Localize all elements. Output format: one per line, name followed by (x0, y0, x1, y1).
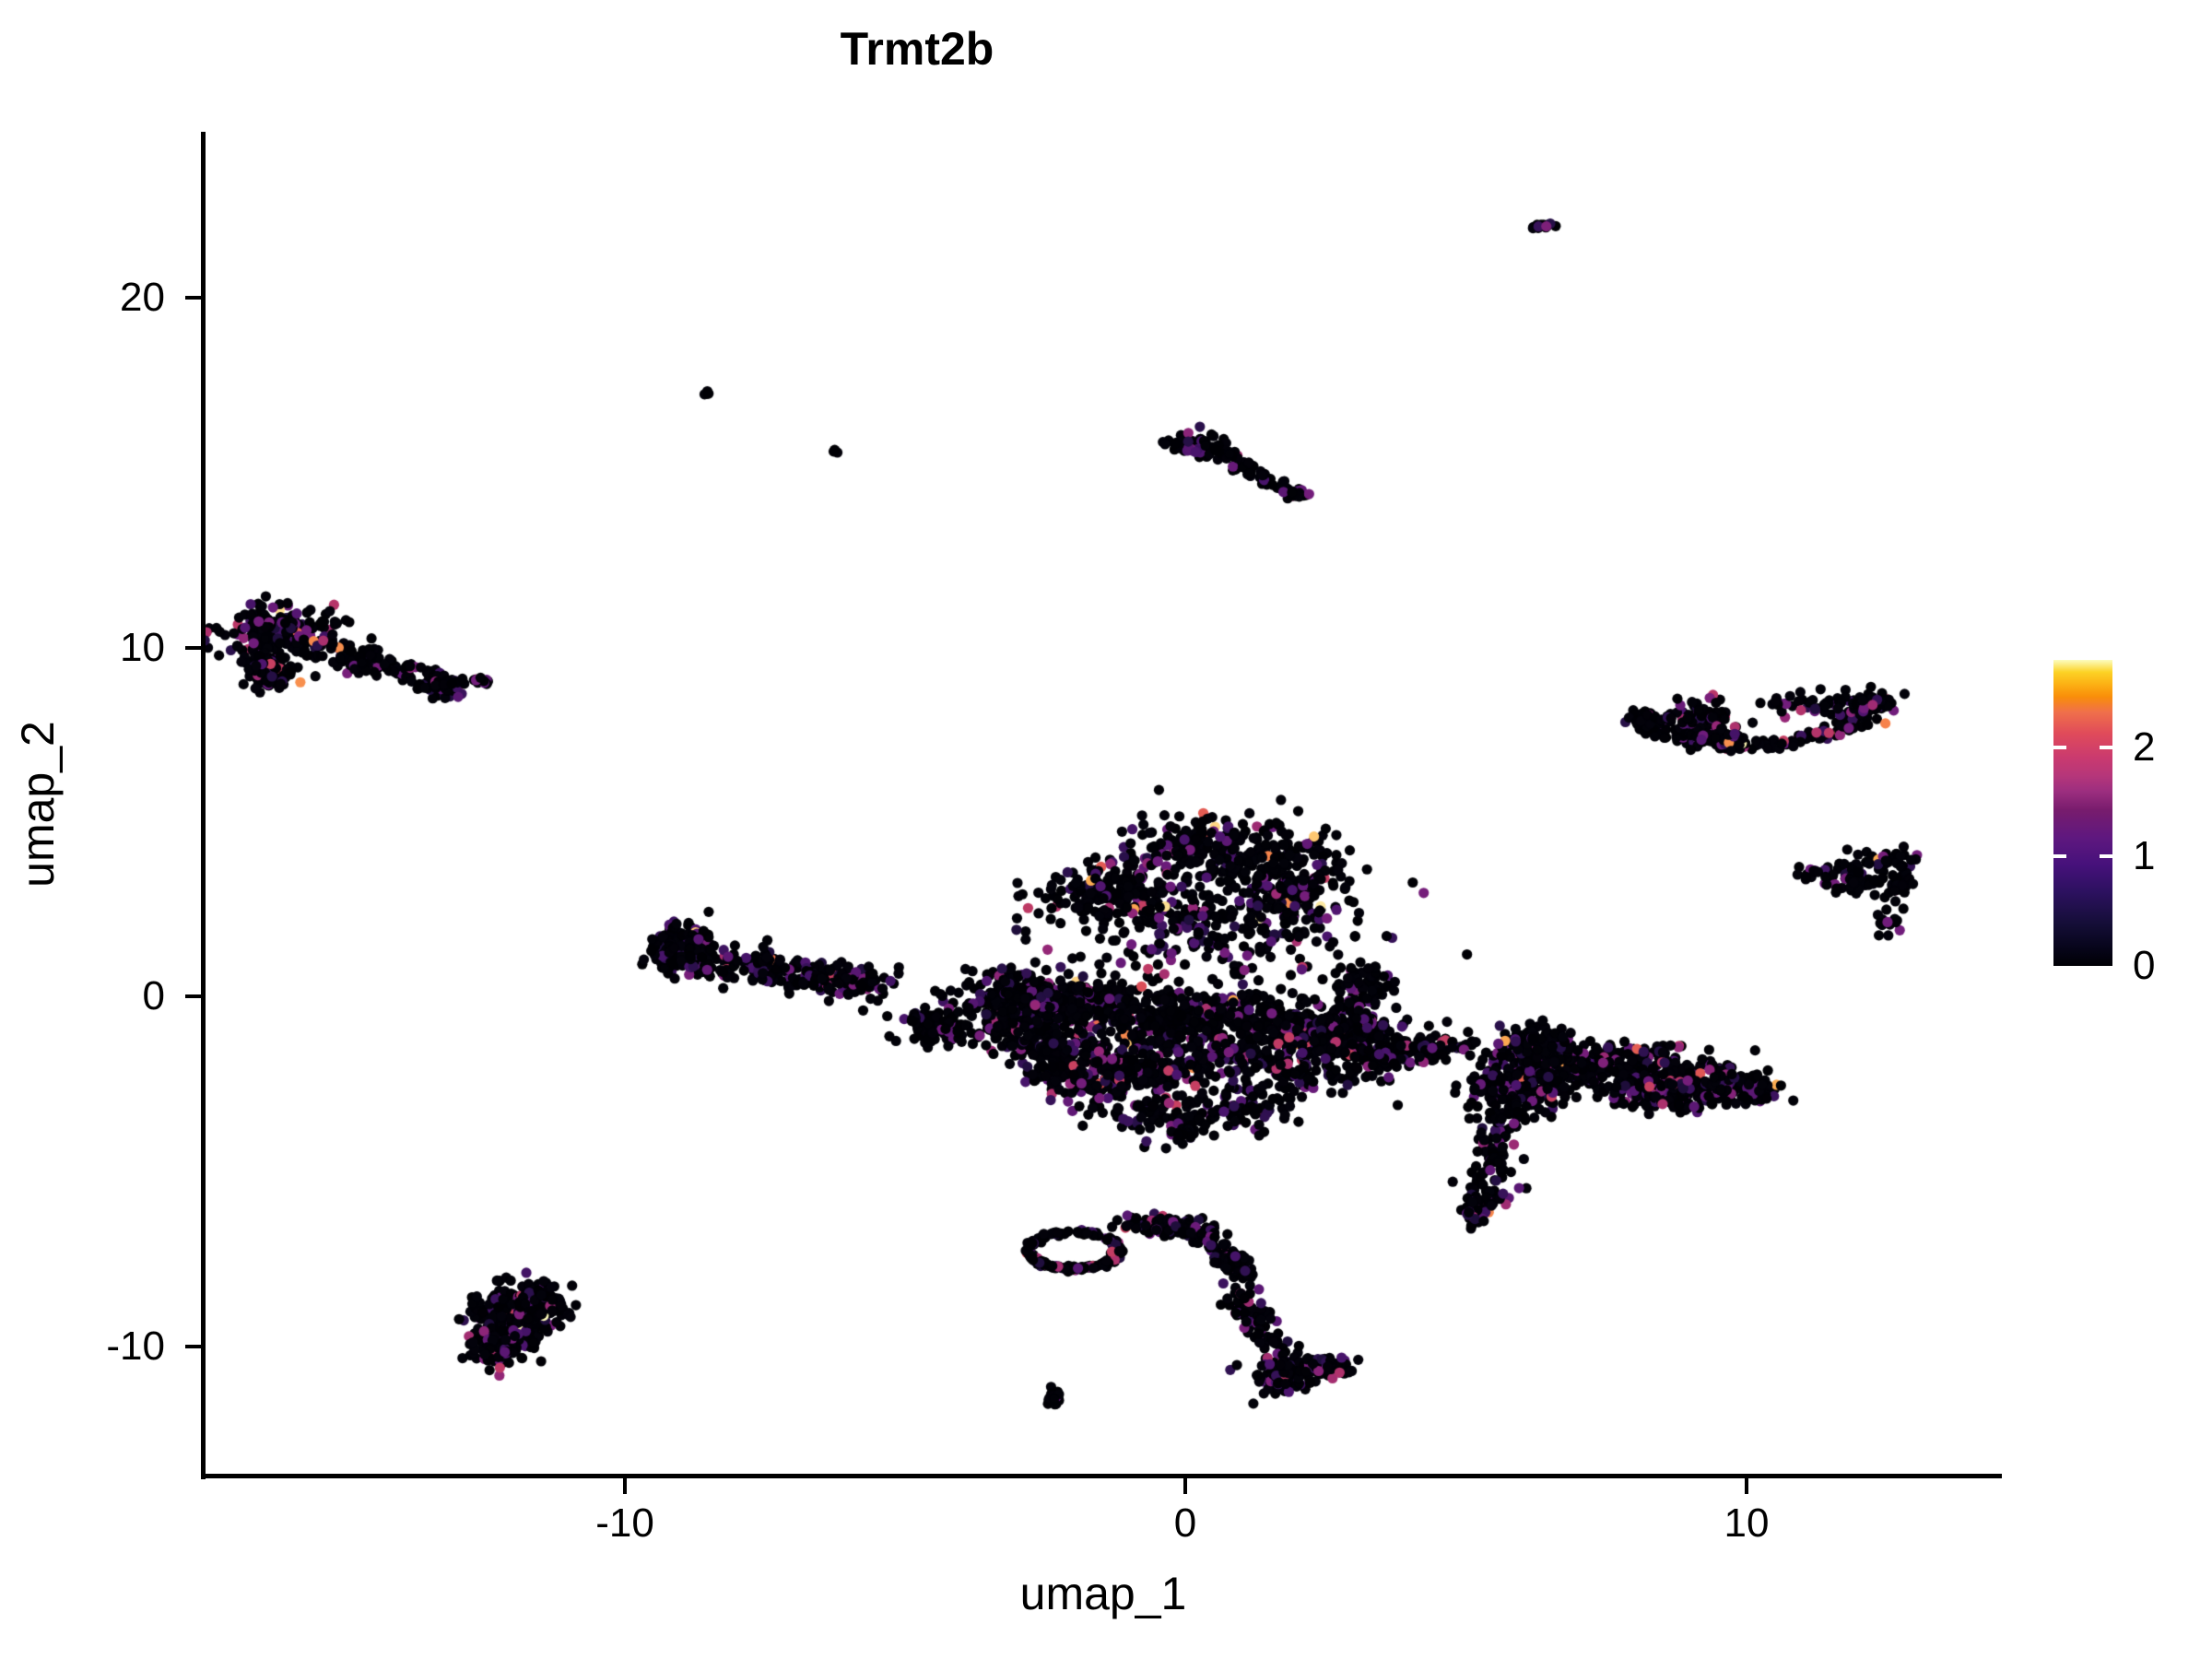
x-tick-label: -10 (595, 1500, 654, 1546)
colorbar-tick-mark (2053, 745, 2066, 749)
x-tick-label: 10 (1724, 1500, 1770, 1546)
x-tick-label: 0 (1173, 1500, 1197, 1546)
x-axis-title: umap_1 (1019, 1568, 1187, 1619)
y-tick-mark (185, 1345, 201, 1348)
colorbar-gradient (2053, 660, 2112, 966)
colorbar-tick-label: 2 (2133, 724, 2156, 770)
y-tick-mark (185, 646, 201, 650)
y-tick-label: 10 (120, 625, 165, 670)
x-tick-mark (1745, 1478, 1748, 1494)
x-axis-line (201, 1474, 2002, 1478)
y-tick-mark (185, 296, 201, 300)
x-tick-mark (1183, 1478, 1187, 1494)
y-tick-label: -10 (106, 1324, 165, 1369)
y-axis-title: umap_2 (12, 721, 64, 888)
y-axis-line (201, 132, 206, 1479)
page-title: Trmt2b (840, 23, 994, 75)
colorbar-tick-label: 0 (2133, 943, 2156, 988)
colorbar-tick-mark (2053, 854, 2066, 859)
colorbar-tick-mark (2100, 854, 2112, 859)
scatter-plot-canvas (205, 132, 2002, 1477)
y-tick-mark (185, 994, 201, 998)
x-tick-mark (623, 1478, 627, 1494)
y-tick-label: 20 (120, 275, 165, 320)
plot-panel (205, 132, 2002, 1477)
colorbar-tick-mark (2100, 745, 2112, 749)
color-legend: 2 1 0 (2053, 660, 2192, 988)
y-tick-label: 0 (142, 973, 165, 1018)
colorbar-tick-label: 1 (2133, 833, 2156, 879)
